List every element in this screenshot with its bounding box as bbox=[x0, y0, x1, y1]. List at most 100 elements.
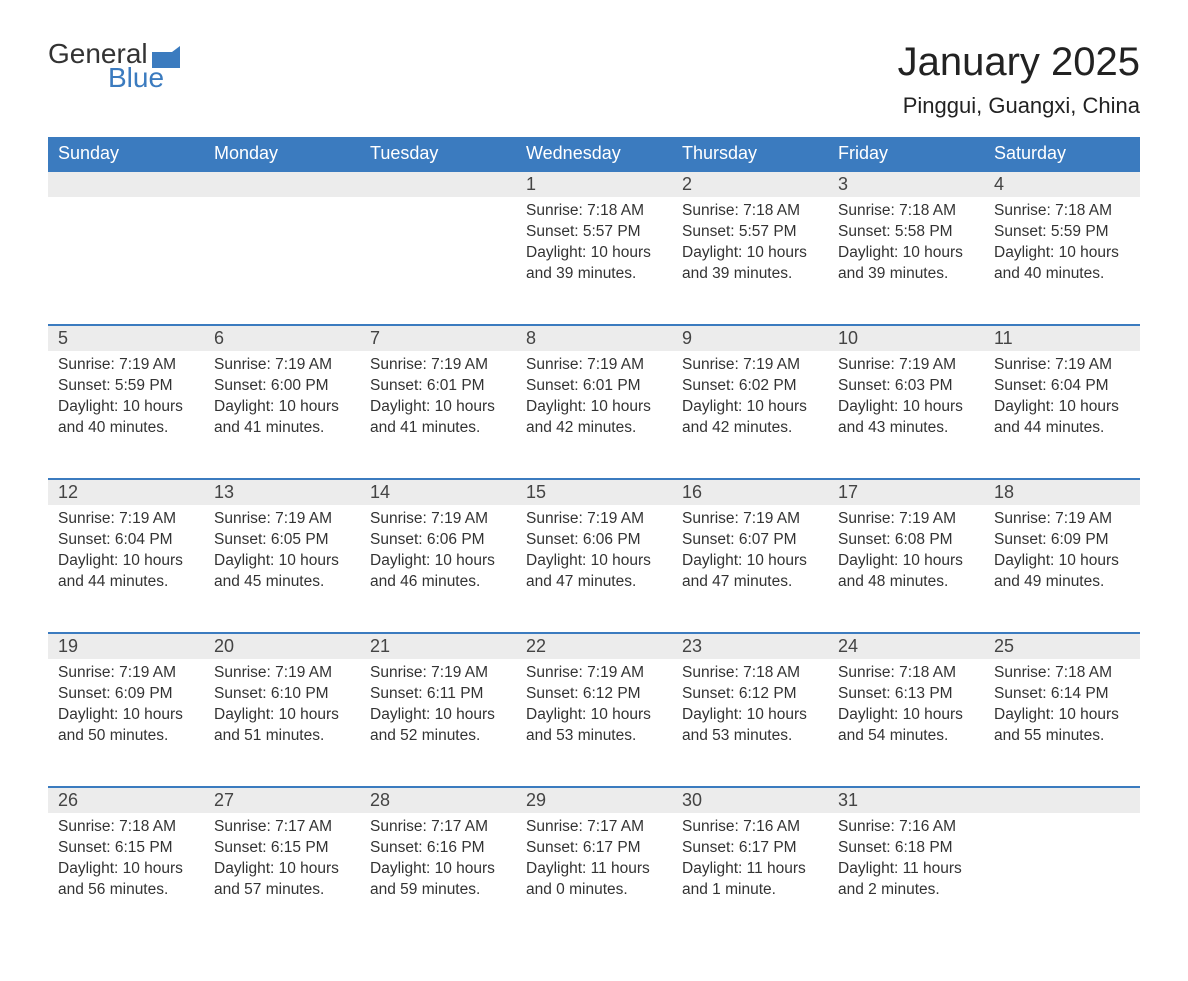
daylight-line: Daylight: 10 hours and 47 minutes. bbox=[682, 551, 818, 593]
day-number: 19 bbox=[48, 634, 204, 659]
daylight-line: Daylight: 10 hours and 52 minutes. bbox=[370, 705, 506, 747]
day-number: 18 bbox=[984, 480, 1140, 505]
daylight-line: Daylight: 10 hours and 45 minutes. bbox=[214, 551, 350, 593]
day-number: 16 bbox=[672, 480, 828, 505]
sunset-line: Sunset: 6:09 PM bbox=[994, 530, 1130, 551]
day-cell bbox=[48, 197, 204, 325]
day-number: 23 bbox=[672, 634, 828, 659]
sunrise-line: Sunrise: 7:17 AM bbox=[370, 817, 506, 838]
daylight-line: Daylight: 10 hours and 39 minutes. bbox=[838, 243, 974, 285]
day-content: Sunrise: 7:18 AMSunset: 5:58 PMDaylight:… bbox=[828, 197, 984, 297]
sunrise-line: Sunrise: 7:18 AM bbox=[994, 663, 1130, 684]
sunset-line: Sunset: 6:10 PM bbox=[214, 684, 350, 705]
day-cell: Sunrise: 7:19 AMSunset: 6:02 PMDaylight:… bbox=[672, 351, 828, 479]
day-cell: Sunrise: 7:18 AMSunset: 6:12 PMDaylight:… bbox=[672, 659, 828, 787]
day-number: 8 bbox=[516, 326, 672, 351]
day-cell: Sunrise: 7:18 AMSunset: 5:58 PMDaylight:… bbox=[828, 197, 984, 325]
daylight-line: Daylight: 10 hours and 44 minutes. bbox=[994, 397, 1130, 439]
day-content: Sunrise: 7:19 AMSunset: 6:09 PMDaylight:… bbox=[48, 659, 204, 759]
sunset-line: Sunset: 5:58 PM bbox=[838, 222, 974, 243]
day-cell bbox=[360, 197, 516, 325]
day-cell: Sunrise: 7:19 AMSunset: 5:59 PMDaylight:… bbox=[48, 351, 204, 479]
day-cell: Sunrise: 7:19 AMSunset: 6:10 PMDaylight:… bbox=[204, 659, 360, 787]
sunrise-line: Sunrise: 7:19 AM bbox=[994, 355, 1130, 376]
day-number: 13 bbox=[204, 480, 360, 505]
day-cell: Sunrise: 7:19 AMSunset: 6:01 PMDaylight:… bbox=[516, 351, 672, 479]
day-cell: Sunrise: 7:19 AMSunset: 6:12 PMDaylight:… bbox=[516, 659, 672, 787]
daylight-line: Daylight: 10 hours and 49 minutes. bbox=[994, 551, 1130, 593]
day-number: 4 bbox=[984, 172, 1140, 197]
sunrise-line: Sunrise: 7:17 AM bbox=[214, 817, 350, 838]
sunrise-line: Sunrise: 7:19 AM bbox=[526, 663, 662, 684]
day-cell: Sunrise: 7:19 AMSunset: 6:00 PMDaylight:… bbox=[204, 351, 360, 479]
day-content: Sunrise: 7:19 AMSunset: 6:06 PMDaylight:… bbox=[360, 505, 516, 605]
sunset-line: Sunset: 6:17 PM bbox=[682, 838, 818, 859]
daylight-line: Daylight: 11 hours and 2 minutes. bbox=[838, 859, 974, 901]
day-cell: Sunrise: 7:18 AMSunset: 5:57 PMDaylight:… bbox=[672, 197, 828, 325]
weekday-header: Wednesday bbox=[516, 137, 672, 171]
daylight-line: Daylight: 10 hours and 56 minutes. bbox=[58, 859, 194, 901]
daylight-line: Daylight: 10 hours and 54 minutes. bbox=[838, 705, 974, 747]
sunset-line: Sunset: 6:11 PM bbox=[370, 684, 506, 705]
day-number: 30 bbox=[672, 788, 828, 813]
day-cell bbox=[984, 813, 1140, 941]
sunrise-line: Sunrise: 7:19 AM bbox=[58, 355, 194, 376]
daylight-line: Daylight: 10 hours and 42 minutes. bbox=[682, 397, 818, 439]
sunset-line: Sunset: 5:57 PM bbox=[682, 222, 818, 243]
daylight-line: Daylight: 10 hours and 46 minutes. bbox=[370, 551, 506, 593]
sunrise-line: Sunrise: 7:19 AM bbox=[682, 355, 818, 376]
daylight-line: Daylight: 11 hours and 1 minute. bbox=[682, 859, 818, 901]
day-number: 2 bbox=[672, 172, 828, 197]
day-cell: Sunrise: 7:19 AMSunset: 6:01 PMDaylight:… bbox=[360, 351, 516, 479]
weekday-header: Thursday bbox=[672, 137, 828, 171]
daylight-line: Daylight: 10 hours and 55 minutes. bbox=[994, 705, 1130, 747]
sunset-line: Sunset: 5:57 PM bbox=[526, 222, 662, 243]
sunrise-line: Sunrise: 7:18 AM bbox=[994, 201, 1130, 222]
weekday-header: Tuesday bbox=[360, 137, 516, 171]
day-cell: Sunrise: 7:19 AMSunset: 6:09 PMDaylight:… bbox=[48, 659, 204, 787]
day-number: 29 bbox=[516, 788, 672, 813]
title-block: January 2025 Pinggui, Guangxi, China bbox=[898, 40, 1140, 119]
day-cell: Sunrise: 7:19 AMSunset: 6:07 PMDaylight:… bbox=[672, 505, 828, 633]
day-number: 7 bbox=[360, 326, 516, 351]
day-content: Sunrise: 7:17 AMSunset: 6:16 PMDaylight:… bbox=[360, 813, 516, 913]
day-cell: Sunrise: 7:18 AMSunset: 5:57 PMDaylight:… bbox=[516, 197, 672, 325]
sunrise-line: Sunrise: 7:19 AM bbox=[370, 355, 506, 376]
sunset-line: Sunset: 6:06 PM bbox=[526, 530, 662, 551]
daylight-line: Daylight: 10 hours and 41 minutes. bbox=[370, 397, 506, 439]
page-header: General Blue January 2025 Pinggui, Guang… bbox=[48, 40, 1140, 119]
sunrise-line: Sunrise: 7:18 AM bbox=[682, 663, 818, 684]
day-content: Sunrise: 7:17 AMSunset: 6:15 PMDaylight:… bbox=[204, 813, 360, 913]
week-content-row: Sunrise: 7:18 AM Sunset: 5:57 PM Daylight:… bbox=[48, 197, 1140, 325]
day-content: Sunrise: 7:19 AMSunset: 6:10 PMDaylight:… bbox=[204, 659, 360, 759]
sunrise-line: Sunrise: 7:19 AM bbox=[526, 509, 662, 530]
sunrise-line: Sunrise: 7:18 AM bbox=[838, 663, 974, 684]
daylight-line: Daylight: 10 hours and 50 minutes. bbox=[58, 705, 194, 747]
day-cell: Sunrise: 7:19 AMSunset: 6:06 PMDaylight:… bbox=[360, 505, 516, 633]
day-content: Sunrise: 7:19 AMSunset: 6:08 PMDaylight:… bbox=[828, 505, 984, 605]
sunset-line: Sunset: 6:13 PM bbox=[838, 684, 974, 705]
brand-logo: General Blue bbox=[48, 40, 186, 92]
sunset-line: Sunset: 6:12 PM bbox=[682, 684, 818, 705]
sunrise-line: Sunrise: 7:18 AM bbox=[58, 817, 194, 838]
day-number bbox=[204, 172, 360, 197]
week-daynum-row: 19202122232425 bbox=[48, 633, 1140, 659]
day-content: Sunrise: 7:17 AMSunset: 6:17 PMDaylight:… bbox=[516, 813, 672, 913]
day-number: 14 bbox=[360, 480, 516, 505]
day-content: Sunrise: 7:16 AMSunset: 6:18 PMDaylight:… bbox=[828, 813, 984, 913]
sunset-line: Sunset: 6:06 PM bbox=[370, 530, 506, 551]
sunset-line: Sunset: 6:07 PM bbox=[682, 530, 818, 551]
sunrise-line: Sunrise: 7:16 AM bbox=[838, 817, 974, 838]
day-content: Sunrise: 7:18 AMSunset: 5:57 PMDaylight:… bbox=[672, 197, 828, 297]
day-cell: Sunrise: 7:19 AMSunset: 6:05 PMDaylight:… bbox=[204, 505, 360, 633]
day-content: Sunrise: 7:18 AMSunset: 5:59 PMDaylight:… bbox=[984, 197, 1140, 297]
daylight-line: Daylight: 10 hours and 53 minutes. bbox=[682, 705, 818, 747]
day-cell: Sunrise: 7:19 AMSunset: 6:03 PMDaylight:… bbox=[828, 351, 984, 479]
day-cell: Sunrise: 7:18 AMSunset: 6:13 PMDaylight:… bbox=[828, 659, 984, 787]
sunrise-line: Sunrise: 7:19 AM bbox=[214, 663, 350, 684]
daylight-line: Daylight: 10 hours and 44 minutes. bbox=[58, 551, 194, 593]
day-content: Sunrise: 7:19 AMSunset: 6:04 PMDaylight:… bbox=[984, 351, 1140, 451]
sunset-line: Sunset: 6:02 PM bbox=[682, 376, 818, 397]
day-cell bbox=[204, 197, 360, 325]
day-content: Sunrise: 7:19 AMSunset: 6:11 PMDaylight:… bbox=[360, 659, 516, 759]
